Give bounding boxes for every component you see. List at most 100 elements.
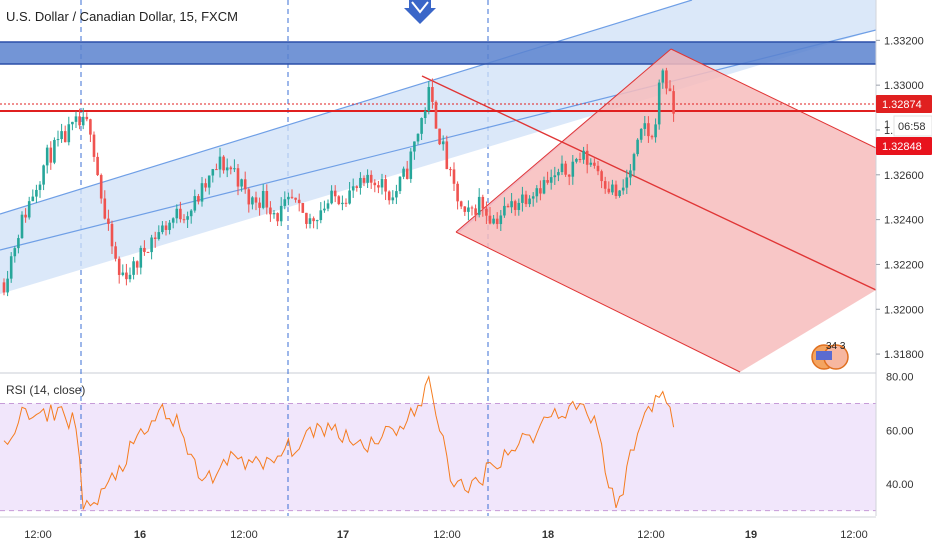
candle-body [247, 189, 251, 205]
candle-body [463, 206, 467, 212]
pitchfork-lower-tine [455, 231, 741, 373]
candle-body [20, 214, 24, 239]
rsi-series-line [3, 374, 675, 510]
candle-body [290, 196, 294, 198]
candle-body [9, 256, 13, 279]
candle-body [517, 202, 521, 210]
candle-body [204, 183, 207, 188]
flag-count-text: 34 3 [826, 341, 846, 352]
last-price-badge-text: 1.32874 [882, 99, 922, 111]
candle-body [207, 175, 211, 188]
candle-body [254, 197, 258, 203]
candle-body [78, 116, 81, 126]
pitchfork-fill [456, 49, 876, 372]
candle-body [524, 194, 528, 205]
candle-body [236, 168, 240, 187]
candle-body [171, 218, 175, 223]
candle-body [431, 87, 434, 102]
countdown-badge-text: 06:58 [898, 121, 926, 133]
candle-body [222, 156, 225, 171]
candle-body [603, 181, 607, 189]
candle-body [132, 261, 135, 275]
time-tick-label: 17 [337, 529, 349, 541]
candles-layer [2, 67, 675, 297]
candle-body [513, 201, 517, 210]
candle-body [240, 179, 243, 187]
candle-body [301, 203, 305, 213]
candle-body [143, 247, 146, 252]
candle-body [186, 216, 189, 220]
candle-body [578, 158, 582, 160]
candle-body [553, 175, 557, 178]
candle-body [229, 167, 233, 170]
candle-body [85, 116, 89, 120]
candle-body [2, 282, 6, 293]
candle-body [654, 124, 657, 138]
candle-body [427, 87, 431, 111]
candle-body [420, 118, 423, 134]
rsi-tick-label: 40.00 [886, 479, 914, 491]
candle-body [549, 177, 553, 183]
candle-body [67, 124, 71, 143]
rsi-indicator-label[interactable]: RSI (14, close) [6, 383, 86, 397]
candle-body [53, 139, 56, 163]
candle-body [402, 168, 405, 177]
candle-body [441, 141, 445, 145]
candle-body [243, 179, 247, 190]
candle-body [153, 237, 157, 239]
time-tick-label: 12:00 [433, 529, 461, 541]
candle-body [535, 188, 539, 197]
price-tick-label: 1.32600 [884, 170, 924, 182]
candle-body [13, 248, 17, 257]
candle-body [384, 179, 387, 192]
candle-body [409, 151, 413, 179]
drawings-layer [0, 0, 877, 373]
rsi-tick-label: 60.00 [886, 425, 914, 437]
candle-body [423, 110, 427, 119]
candle-body [456, 183, 459, 202]
candle-body [650, 136, 654, 138]
candle-body [521, 194, 524, 203]
price-tick-label: 1.33200 [884, 35, 924, 47]
candle-body [445, 141, 449, 170]
candle-body [672, 91, 675, 114]
flag-blue-canton [816, 351, 832, 360]
candle-body [326, 203, 330, 209]
candle-body [452, 169, 456, 184]
candle-body [269, 207, 272, 215]
candle-body [438, 128, 441, 145]
candle-body [539, 188, 542, 194]
candle-body [272, 213, 276, 215]
rsi-layer [3, 374, 675, 510]
candle-body [416, 133, 420, 142]
candle-body [657, 82, 661, 125]
price-tick-label: 1.31800 [884, 349, 924, 361]
candle-body [323, 208, 326, 211]
grid-layer [0, 0, 876, 516]
candle-body [665, 70, 668, 89]
candle-body [139, 247, 143, 268]
candle-body [157, 232, 161, 239]
channel-middle-line [0, 29, 877, 251]
arrow-chevron-icon [411, 1, 429, 14]
last-price-badge [876, 95, 932, 113]
candle-body [632, 154, 636, 171]
candle-body [434, 101, 438, 129]
candle-body [24, 214, 27, 218]
candle-body [99, 175, 103, 199]
candle-body [107, 218, 110, 224]
candle-body [182, 219, 186, 221]
candle-body [589, 162, 593, 165]
candle-body [528, 198, 531, 205]
candle-body [261, 190, 265, 208]
price-tick-label-partial: 1 [884, 119, 890, 131]
candle-body [96, 156, 99, 176]
candle-body [81, 116, 85, 126]
candle-body [319, 210, 323, 221]
candle-body [200, 183, 204, 202]
candle-body [103, 198, 107, 219]
candle-body [510, 201, 513, 208]
candle-body [485, 208, 488, 216]
